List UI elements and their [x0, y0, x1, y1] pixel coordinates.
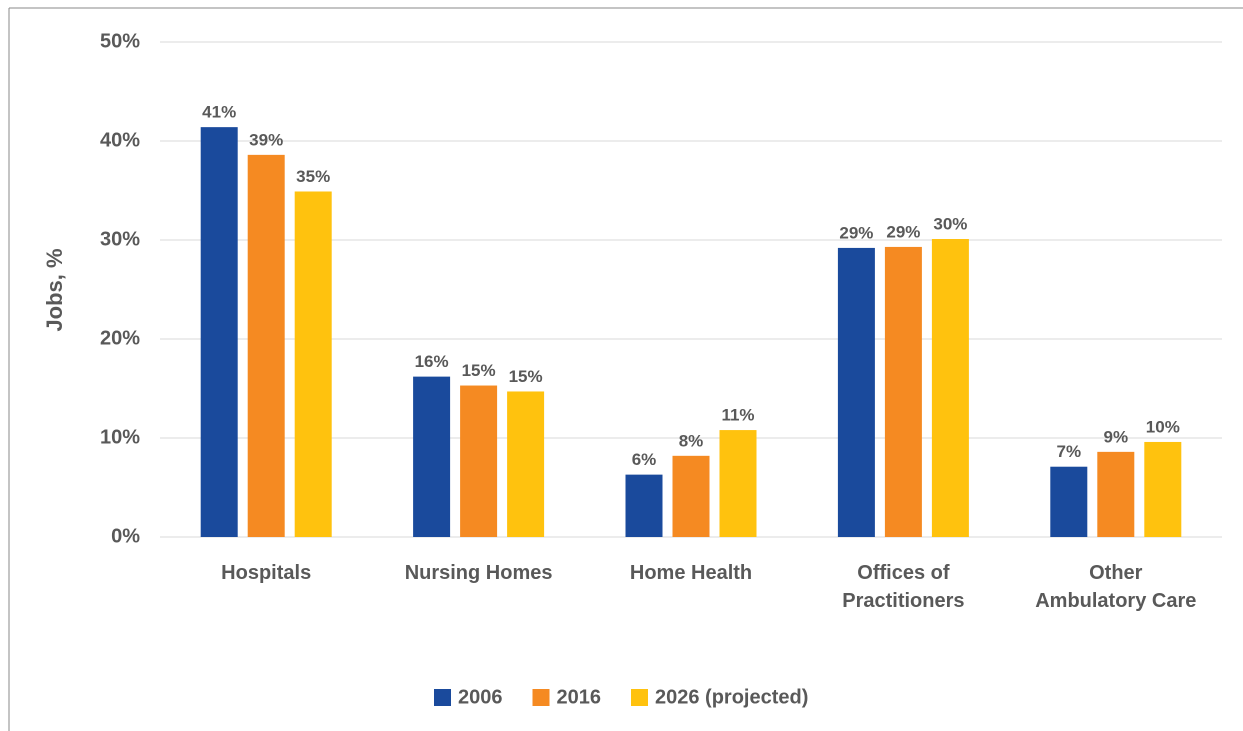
data-label: 11%: [721, 406, 754, 425]
bar: [460, 385, 498, 537]
y-axis-label: Jobs, %: [42, 248, 67, 331]
legend-label: 2006: [458, 686, 503, 708]
y-tick-label: 50%: [100, 30, 140, 52]
y-tick-label: 10%: [100, 426, 140, 448]
y-tick-label: 40%: [100, 129, 140, 151]
bar: [294, 191, 332, 538]
x-tick-label: Hospitals: [221, 562, 312, 584]
bar: [1144, 441, 1182, 537]
data-label: 15%: [509, 367, 543, 386]
data-label: 10%: [1146, 417, 1180, 436]
bar: [413, 376, 451, 537]
bar: [200, 127, 238, 537]
legend-swatch: [434, 689, 451, 706]
data-label: 9%: [1104, 427, 1129, 446]
bar: [837, 247, 875, 538]
data-label: 35%: [296, 167, 330, 186]
bar: [247, 154, 285, 538]
legend-swatch: [631, 689, 648, 706]
legend-label: 2016: [557, 686, 602, 708]
x-tick-label: Offices of Practitioners: [842, 562, 965, 612]
bar: [625, 474, 663, 537]
x-tick-label: Home Health: [629, 562, 753, 584]
data-label: 16%: [415, 352, 449, 371]
legend-label: 2026 (projected): [655, 686, 808, 708]
legend-swatch: [532, 689, 550, 706]
bar: [507, 391, 545, 537]
x-tick-label: Other Ambulatory Care: [1035, 562, 1197, 612]
bar: [719, 430, 757, 537]
bar: [1050, 466, 1088, 537]
data-label: 41%: [202, 103, 236, 122]
x-tick-label: Nursing Homes: [404, 562, 553, 584]
y-tick-label: 20%: [100, 327, 140, 349]
bar: [672, 455, 710, 537]
data-label: 6%: [632, 450, 657, 469]
y-tick-label: 0%: [111, 525, 140, 547]
data-label: 8%: [679, 431, 704, 450]
data-label: 29%: [839, 223, 873, 242]
bar: [884, 246, 922, 537]
data-label: 15%: [462, 361, 496, 380]
data-label: 7%: [1057, 442, 1082, 461]
bar: [1097, 451, 1135, 537]
bar: [931, 239, 969, 537]
data-label: 39%: [249, 130, 283, 149]
y-tick-label: 30%: [100, 228, 140, 250]
data-label: 30%: [933, 214, 967, 233]
data-label: 29%: [886, 222, 920, 241]
